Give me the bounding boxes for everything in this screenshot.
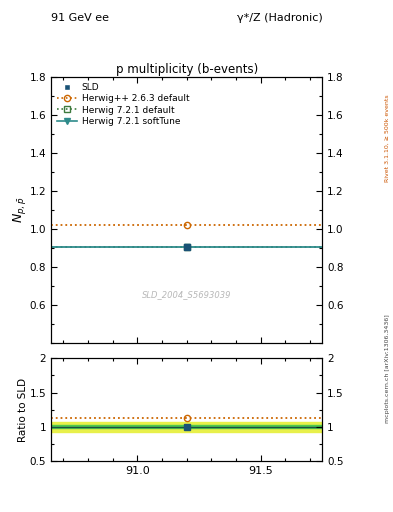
Text: Rivet 3.1.10, ≥ 500k events: Rivet 3.1.10, ≥ 500k events — [385, 94, 389, 182]
Bar — [51, 421, 322, 432]
Y-axis label: $N_{p,\bar{p}}$: $N_{p,\bar{p}}$ — [11, 197, 28, 223]
Text: γ*/Z (Hadronic): γ*/Z (Hadronic) — [237, 13, 322, 23]
Y-axis label: Ratio to SLD: Ratio to SLD — [18, 377, 28, 442]
Bar — [51, 425, 322, 429]
Title: p multiplicity (b-events): p multiplicity (b-events) — [116, 62, 258, 76]
Text: SLD_2004_S5693039: SLD_2004_S5693039 — [142, 291, 231, 300]
Legend: SLD, Herwig++ 2.6.3 default, Herwig 7.2.1 default, Herwig 7.2.1 softTune: SLD, Herwig++ 2.6.3 default, Herwig 7.2.… — [55, 81, 191, 127]
Text: 91 GeV ee: 91 GeV ee — [51, 13, 109, 23]
Text: mcplots.cern.ch [arXiv:1306.3436]: mcplots.cern.ch [arXiv:1306.3436] — [385, 314, 389, 423]
